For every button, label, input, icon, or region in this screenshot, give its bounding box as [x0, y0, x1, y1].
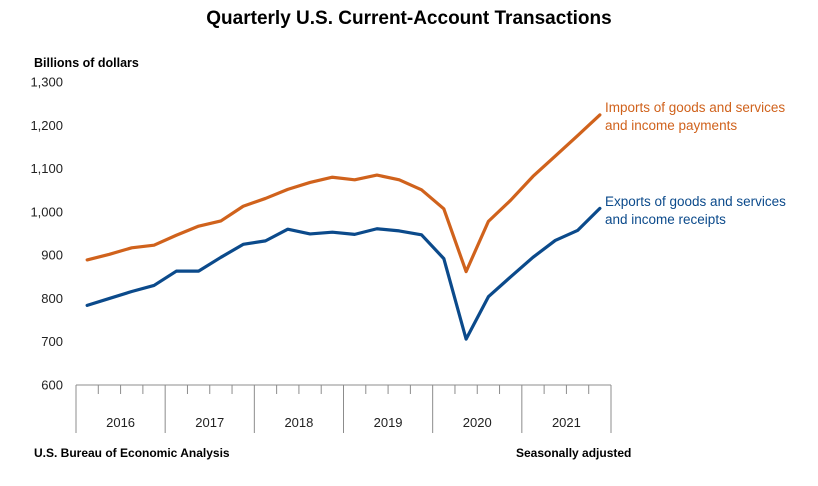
y-tick-label: 900 [41, 248, 63, 263]
year-tick-label: 2016 [106, 415, 135, 430]
imports-series-label: Imports of goods and services [605, 100, 785, 115]
y-tick-label: 800 [41, 291, 63, 306]
y-tick-label: 1,100 [30, 161, 63, 176]
y-tick-label: 1,200 [30, 118, 63, 133]
imports-series-label: and income payments [605, 118, 737, 133]
exports-series-label: and income receipts [605, 212, 726, 227]
year-tick-label: 2019 [374, 415, 403, 430]
year-tick-label: 2021 [552, 415, 581, 430]
y-tick-label: 600 [41, 378, 63, 393]
seasonal-note: Seasonally adjusted [516, 446, 632, 460]
exports-series-line [85, 206, 602, 341]
y-tick-label: 1,000 [30, 204, 63, 219]
imports-series-line [85, 113, 602, 274]
y-tick-label: 1,300 [30, 75, 63, 90]
y-axis-label: Billions of dollars [34, 56, 139, 70]
y-tick-label: 700 [41, 334, 63, 349]
source-note: U.S. Bureau of Economic Analysis [34, 446, 230, 460]
chart-title: Quarterly U.S. Current-Account Transacti… [206, 8, 612, 29]
year-tick-label: 2018 [284, 415, 313, 430]
exports-series-label: Exports of goods and services [605, 194, 786, 209]
year-tick-label: 2017 [195, 415, 224, 430]
year-tick-label: 2020 [463, 415, 492, 430]
